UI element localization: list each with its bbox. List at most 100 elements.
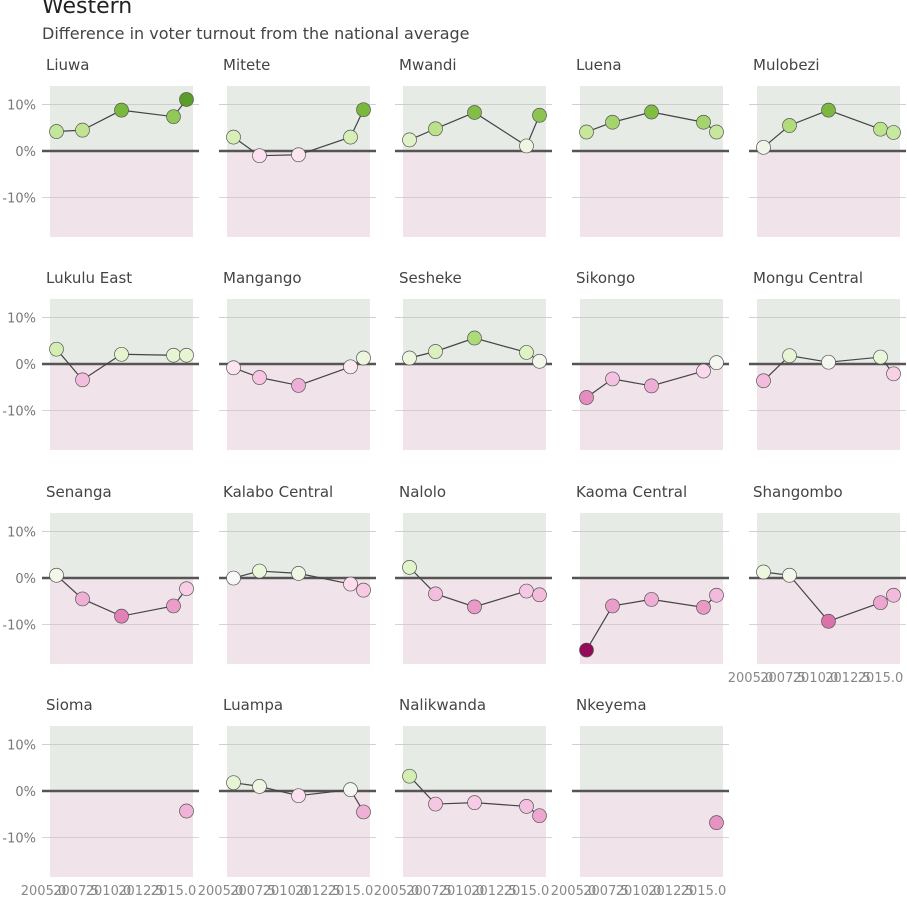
- data-point-shangombo: [821, 613, 836, 629]
- negative-band-sioma: [50, 791, 193, 877]
- data-point-kaoma-central: [644, 592, 659, 607]
- panel-title-mitete: Mitete: [223, 56, 270, 74]
- negative-band-kalabo-central: [227, 578, 370, 664]
- data-point-lukulu-east: [49, 341, 64, 357]
- positive-band-luampa: [227, 726, 370, 792]
- panel-title-mulobezi: Mulobezi: [753, 56, 820, 74]
- x-tick-label: 2007.5: [760, 671, 806, 686]
- y-tick-label: 10%: [7, 312, 36, 327]
- data-point-shangombo: [873, 595, 888, 611]
- data-point-luena: [605, 114, 620, 130]
- data-point-lukulu-east: [179, 347, 194, 363]
- negative-band-mangango: [227, 364, 370, 450]
- x-tick-label: 2015.0: [858, 671, 904, 686]
- x-tick-label: 2007.5: [583, 884, 629, 899]
- data-point-mitete: [291, 147, 306, 163]
- panel-title-mwandi: Mwandi: [399, 56, 457, 74]
- data-point-mangango: [291, 378, 306, 393]
- x-tick-label: 2005.0: [21, 884, 67, 899]
- data-point-luampa: [356, 804, 371, 820]
- data-point-nalikwanda: [519, 799, 534, 814]
- x-tick-label: 2010.0: [439, 884, 485, 899]
- x-tick-label: 2010.0: [616, 884, 662, 899]
- data-point-mitete: [343, 129, 358, 145]
- negative-band-lukulu-east: [50, 364, 193, 450]
- data-point-sikongo: [644, 378, 659, 394]
- data-point-lukulu-east: [166, 347, 181, 363]
- negative-band-mulobezi: [757, 151, 900, 237]
- data-point-luena: [709, 124, 724, 140]
- x-tick-label: 2007.5: [230, 884, 276, 899]
- data-point-lukulu-east: [75, 372, 90, 388]
- data-point-mwandi: [519, 138, 534, 154]
- panel-title-luampa: Luampa: [223, 696, 283, 714]
- data-point-nalikwanda: [402, 768, 417, 784]
- data-point-mongu-central: [821, 354, 836, 370]
- data-point-nkeyema: [709, 815, 724, 830]
- data-point-mangango: [252, 370, 267, 385]
- negative-band-kaoma-central: [580, 578, 723, 664]
- panel-title-mongu-central: Mongu Central: [753, 269, 863, 287]
- panel-title-sikongo: Sikongo: [576, 269, 635, 287]
- data-point-sikongo: [696, 363, 711, 379]
- negative-band-luena: [580, 151, 723, 237]
- data-point-luampa: [343, 782, 358, 798]
- data-point-mulobezi: [886, 125, 901, 140]
- positive-band-senanga: [50, 513, 193, 579]
- negative-band-liuwa: [50, 151, 193, 237]
- y-tick-label: 10%: [7, 739, 36, 754]
- y-tick-label: 0%: [15, 358, 36, 373]
- x-tick-label: 2005.0: [198, 884, 244, 899]
- panel-title-kalabo-central: Kalabo Central: [223, 483, 333, 501]
- data-point-nalikwanda: [428, 796, 443, 812]
- positive-band-mulobezi: [757, 86, 900, 152]
- y-tick-label: 10%: [7, 99, 36, 114]
- data-point-nalikwanda: [532, 808, 547, 824]
- data-point-mongu-central: [756, 373, 771, 389]
- negative-band-nkeyema: [580, 791, 723, 877]
- data-point-nalolo: [428, 586, 443, 602]
- data-point-sikongo: [579, 390, 594, 405]
- positive-band-sioma: [50, 726, 193, 792]
- data-point-luena: [696, 114, 711, 130]
- data-point-mwandi: [428, 121, 443, 137]
- negative-band-mongu-central: [757, 364, 900, 450]
- data-point-lukulu-east: [114, 346, 129, 362]
- positive-band-nalikwanda: [403, 726, 546, 792]
- data-point-sesheke: [402, 350, 417, 366]
- data-point-liuwa: [179, 92, 194, 107]
- y-tick-label: 0%: [15, 785, 36, 800]
- data-point-senanga: [179, 581, 194, 597]
- negative-band-sikongo: [580, 364, 723, 450]
- data-point-senanga: [49, 567, 64, 583]
- data-point-kalabo-central: [356, 582, 371, 598]
- data-point-kaoma-central: [709, 587, 724, 603]
- data-point-liuwa: [114, 102, 129, 118]
- negative-band-mwandi: [403, 151, 546, 237]
- data-point-sesheke: [428, 344, 443, 359]
- x-tick-label: 2007.5: [53, 884, 99, 899]
- panel-title-senanga: Senanga: [46, 483, 112, 501]
- positive-band-nalolo: [403, 513, 546, 579]
- x-tick-label: 2012.5: [295, 884, 341, 899]
- positive-band-sikongo: [580, 299, 723, 365]
- x-tick-label: 2012.5: [118, 884, 164, 899]
- data-point-mongu-central: [782, 348, 797, 364]
- data-point-mwandi: [532, 107, 547, 123]
- panel-title-luena: Luena: [576, 56, 622, 74]
- data-point-kalabo-central: [252, 563, 267, 579]
- data-point-mitete: [226, 129, 241, 145]
- x-tick-label: 2007.5: [406, 884, 452, 899]
- data-point-luampa: [252, 779, 267, 794]
- panel-title-shangombo: Shangombo: [753, 483, 843, 501]
- x-tick-label: 2010.0: [263, 884, 309, 899]
- data-point-liuwa: [49, 124, 64, 139]
- panel-title-sesheke: Sesheke: [399, 269, 462, 287]
- data-point-kaoma-central: [605, 598, 620, 614]
- negative-band-luampa: [227, 791, 370, 877]
- y-tick-label: -10%: [2, 832, 36, 847]
- x-tick-label: 2015.0: [504, 884, 550, 899]
- data-point-luena: [644, 104, 659, 120]
- panel-title-kaoma-central: Kaoma Central: [576, 483, 687, 501]
